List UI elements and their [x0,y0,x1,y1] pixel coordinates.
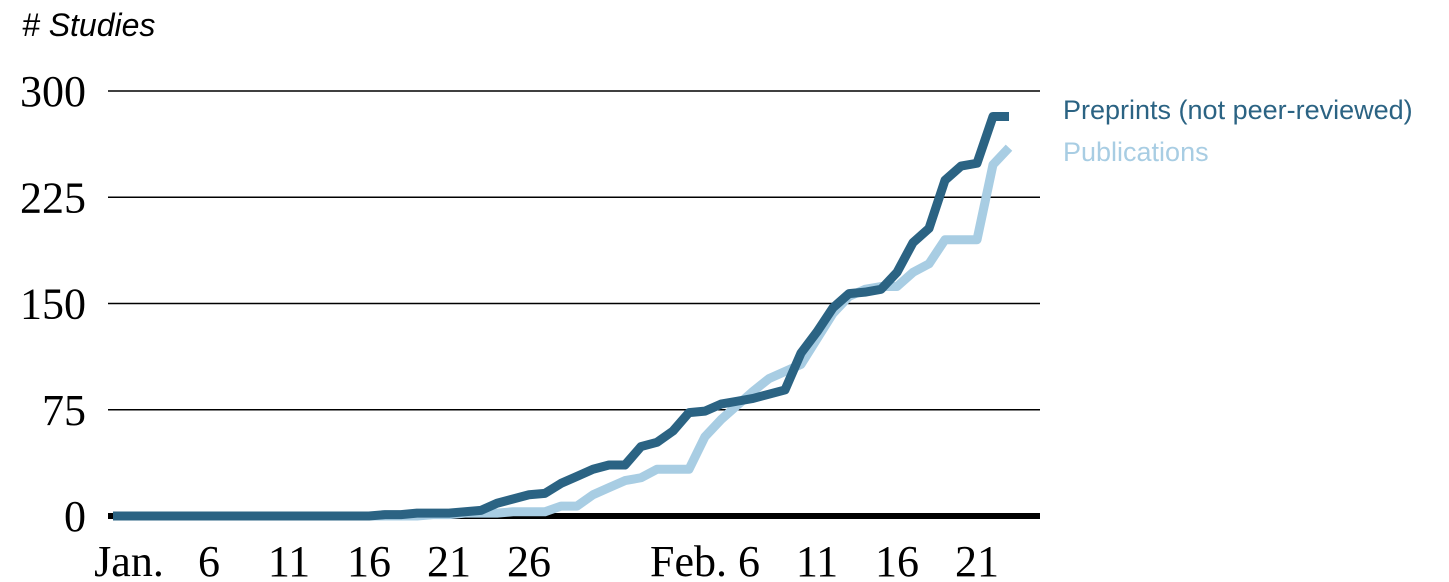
y-tick-label: 75 [42,386,86,435]
x-tick-label: 6 [198,537,220,582]
legend-label: Preprints (not peer-reviewed) [1063,95,1413,125]
x-tick-label: 11 [796,537,838,582]
y-tick-label: 0 [64,492,86,541]
x-tick-label: 11 [268,537,310,582]
x-tick-label: 21 [955,537,999,582]
x-tick-label: 16 [347,537,391,582]
y-tick-label: 300 [20,67,86,116]
chart-title: # Studies [22,7,155,43]
series-line [113,112,1009,521]
x-tick-label: Feb. 6 [650,537,760,582]
x-tick-label: 26 [507,537,551,582]
legend-label: Publications [1063,137,1209,167]
x-tick-label: 16 [875,537,919,582]
x-tick-label: 21 [427,537,471,582]
x-tick-label: Jan. [94,537,164,582]
y-tick-label: 225 [20,173,86,222]
y-tick-label: 150 [20,280,86,329]
series-line [113,144,1013,521]
